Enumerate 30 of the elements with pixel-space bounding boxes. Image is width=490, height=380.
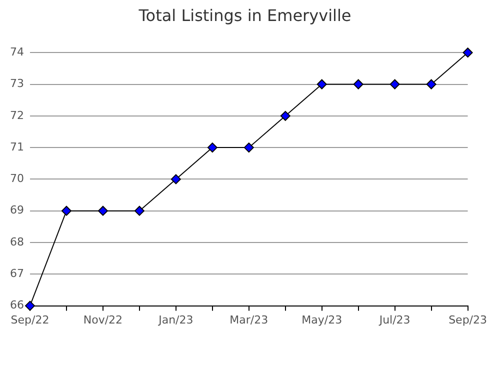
point [353,79,364,90]
point [170,174,181,184]
x-tick-label: Nov/22 [83,313,123,326]
chart-title: Total Listings in Emeryville [138,6,352,25]
point [280,110,290,121]
point [24,300,35,311]
y-tick-label: 72 [10,108,24,122]
x-tick-label: Jul/23 [378,313,410,326]
point [98,206,108,216]
y-tick-label: 73 [10,77,24,90]
point [207,142,218,153]
y-tick-label: 69 [10,204,24,217]
y-tick-label: 67 [10,267,24,280]
x-tick-label: Sep/23 [448,313,487,326]
y-tick-label: 68 [10,235,24,248]
y-tick-label: 70 [10,172,24,186]
x-tick-label: May/23 [302,313,342,326]
x-tick-label: Sep/22 [10,313,50,326]
y-tick-label: 66 [10,298,24,312]
y-tick-label: 74 [10,45,24,58]
point [390,79,400,90]
point [426,79,436,90]
point [61,206,72,216]
x-tick-label: Jan/23 [158,313,194,326]
point [134,206,144,216]
point [462,48,473,58]
y-tick-label: 71 [10,140,24,154]
point [244,142,254,153]
x-tick-label: Mar/23 [230,313,268,326]
point [316,79,327,90]
